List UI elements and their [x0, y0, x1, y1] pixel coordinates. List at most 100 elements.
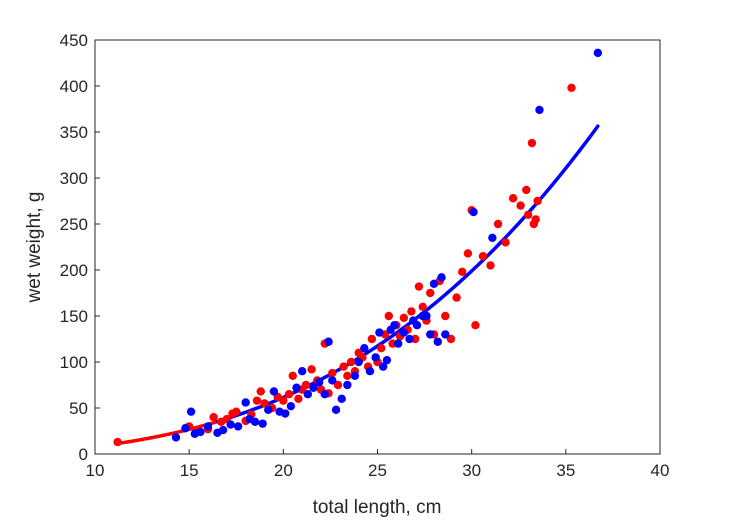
blue-data-point [354, 357, 363, 367]
red-data-point [471, 321, 480, 330]
red-data-point [508, 194, 518, 203]
red-data-point [441, 311, 450, 321]
red-data-point [426, 288, 435, 298]
blue-data-point [196, 427, 205, 437]
red-data-point [346, 357, 356, 367]
y-tick-label: 450 [60, 31, 88, 50]
x-tick-label: 10 [86, 461, 105, 480]
blue-data-point [441, 330, 450, 339]
red-data-point [256, 387, 265, 396]
red-data-point [418, 302, 427, 311]
red-data-point [527, 138, 537, 148]
blue-data-point [218, 425, 228, 435]
blue-data-point [337, 394, 346, 403]
blue-data-point [469, 207, 478, 217]
blue-data-point [264, 405, 273, 415]
blue-data-point [360, 344, 369, 353]
x-tick-label: 15 [180, 461, 199, 480]
y-axis-ticks: 0 50 100 150 200 250 300 350 400 450 [60, 31, 100, 464]
red-data-point [523, 210, 533, 219]
red-data-point [339, 362, 348, 371]
blue-data-point [309, 383, 318, 392]
red-data-point [333, 380, 343, 390]
blue-data-point [390, 321, 399, 330]
blue-data-point [314, 378, 324, 387]
red-data-point [478, 252, 488, 261]
blue-data-point [433, 337, 442, 346]
blue-data-point [181, 424, 190, 433]
y-tick-label: 50 [69, 399, 88, 418]
red-data-point [252, 396, 262, 405]
blue-data-point [203, 422, 213, 431]
blue-data-point [320, 390, 329, 399]
y-tick-label: 100 [60, 353, 88, 372]
blue-data-point [426, 330, 435, 339]
data-points [113, 48, 603, 447]
y-tick-label: 250 [60, 215, 88, 234]
red-data-point [294, 394, 303, 403]
red-data-point [414, 282, 424, 291]
blue-data-point [535, 105, 544, 115]
blue-data-point [422, 311, 431, 321]
red-data-point [209, 413, 218, 422]
blue-data-point [328, 376, 337, 385]
red-data-point [529, 219, 539, 229]
y-tick-label: 300 [60, 169, 88, 188]
red-data-point [516, 201, 525, 210]
x-axis-title: total length, cm [313, 497, 442, 518]
blue-data-point [171, 433, 181, 442]
blue-data-point [303, 390, 313, 399]
blue-data-point [437, 273, 446, 282]
red-data-point [399, 313, 409, 323]
red-data-point [463, 249, 473, 258]
y-tick-label: 200 [60, 261, 88, 280]
blue-data-point [186, 407, 196, 416]
blue-data-point [405, 334, 414, 344]
red-data-point [458, 267, 467, 277]
blue-data-point [350, 371, 360, 380]
red-data-point [288, 371, 297, 380]
red-data-point [301, 380, 311, 390]
red-data-point [522, 185, 531, 195]
blue-data-point [331, 405, 341, 415]
red-data-point [279, 396, 288, 405]
x-tick-label: 30 [462, 461, 481, 480]
x-tick-label: 35 [556, 461, 575, 480]
blue-data-point [394, 339, 403, 348]
red-data-point [384, 311, 393, 321]
blue-data-point [488, 233, 497, 242]
blue-data-point [378, 362, 388, 371]
blue-data-point [382, 355, 392, 365]
red-data-point [567, 83, 576, 93]
y-axis-title: wet weight, g [24, 192, 45, 304]
blue-data-point [281, 409, 290, 418]
blue-data-point [412, 321, 422, 330]
y-tick-label: 350 [60, 123, 88, 142]
red-data-point [232, 407, 241, 416]
y-tick-label: 0 [79, 445, 88, 464]
x-tick-label: 25 [368, 461, 387, 480]
red-data-point [407, 307, 416, 316]
blue-data-point [343, 380, 352, 390]
blue-data-point [258, 419, 267, 428]
red-fit-line [115, 419, 220, 446]
blue-data-point [297, 367, 307, 376]
red-data-point [533, 196, 542, 206]
blue-data-point [593, 48, 603, 58]
blue-data-point [324, 337, 333, 346]
x-axis-ticks: 10 15 20 25 30 35 40 [86, 449, 670, 480]
blue-data-point [371, 353, 380, 362]
red-data-point [284, 390, 294, 399]
red-data-point [367, 334, 377, 344]
blue-data-point [286, 401, 296, 411]
blue-data-point [250, 417, 260, 426]
x-tick-label: 40 [651, 461, 670, 480]
blue-data-point [241, 398, 250, 407]
plot-area [95, 40, 660, 454]
x-tick-label: 20 [274, 461, 293, 480]
blue-data-point [365, 367, 375, 376]
blue-data-point [226, 420, 235, 429]
red-data-point [501, 238, 510, 247]
blue-data-point [399, 328, 409, 337]
